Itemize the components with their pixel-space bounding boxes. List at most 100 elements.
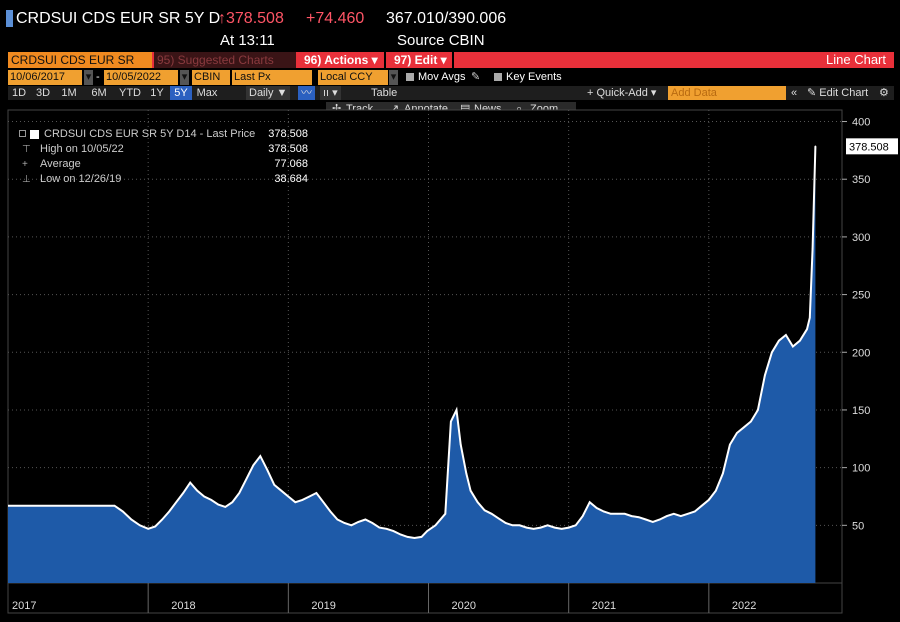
- data-point: [455, 409, 458, 411]
- period-button-1d[interactable]: 1D: [11, 87, 27, 99]
- data-point: [483, 509, 486, 512]
- collapse-icon[interactable]: «: [788, 86, 801, 100]
- area-fill: [114, 146, 816, 584]
- key-events-checkbox[interactable]: [494, 73, 502, 81]
- data-point: [567, 526, 570, 529]
- period-button-5y[interactable]: 5Y: [170, 86, 192, 100]
- data-point: [595, 507, 598, 509]
- data-point: [426, 530, 428, 532]
- table-button[interactable]: Table: [368, 86, 401, 100]
- data-point: [811, 247, 814, 250]
- legend-avg-row: + Average 77.068: [16, 158, 314, 171]
- data-point: [371, 522, 374, 524]
- data-point: [196, 489, 198, 492]
- currency-selector[interactable]: Local CCY: [318, 70, 388, 85]
- add-data-field[interactable]: Add Data: [668, 86, 786, 100]
- frequency-selector[interactable]: Daily ▼: [246, 86, 291, 100]
- data-point: [357, 521, 360, 523]
- average-marker-icon: +: [22, 159, 28, 170]
- data-point: [122, 510, 124, 513]
- data-point: [385, 528, 388, 530]
- crosshair-icon[interactable]: ✢: [332, 103, 342, 115]
- data-point: [245, 478, 248, 481]
- data-point: [273, 484, 276, 486]
- data-point: [652, 521, 654, 523]
- annotate-icon[interactable]: ↗: [390, 103, 400, 115]
- data-point: [602, 510, 605, 513]
- pencil-icon[interactable]: ✎: [471, 71, 481, 83]
- x-tick-label: 2020: [452, 600, 476, 612]
- period-button-3d[interactable]: 3D: [35, 87, 51, 99]
- data-point: [743, 426, 745, 429]
- currency-dropdown[interactable]: ▾: [389, 70, 398, 85]
- news-icon[interactable]: ▤: [460, 103, 471, 115]
- date-separator: -: [96, 71, 100, 83]
- legend-series-row: CRDSUI CDS EUR SR 5Y D14 - Last Price 37…: [16, 128, 314, 141]
- data-point: [336, 518, 339, 521]
- gear-icon[interactable]: ⚙: [876, 86, 892, 100]
- ticker-title: CRDSUI CDS EUR SR 5Y D: [16, 10, 221, 27]
- price-chart[interactable]: 50 100 150 200 250 300 350 400 2017 2018 2019 2020 2…: [0, 100, 900, 622]
- end-date-field[interactable]: 10/05/2022: [104, 70, 178, 85]
- zoom-icon[interactable]: ⌕: [516, 103, 523, 115]
- data-point: [799, 339, 801, 342]
- legend-series-value: 378.508: [268, 128, 308, 140]
- data-point: [238, 492, 241, 494]
- price-field-selector[interactable]: Last Px: [232, 70, 312, 85]
- data-point: [532, 528, 535, 530]
- chart-type-label: Line Chart: [826, 52, 886, 67]
- period-button-1m[interactable]: 1M: [61, 87, 77, 99]
- data-point: [809, 316, 811, 319]
- data-point: [280, 489, 283, 492]
- data-point: [266, 469, 269, 471]
- data-point: [329, 510, 332, 513]
- suggested-charts-button[interactable]: 95) Suggested Charts: [154, 52, 296, 68]
- legend-toggle-icon[interactable]: [19, 130, 26, 137]
- period-button-ytd[interactable]: YTD: [119, 87, 141, 99]
- quote-time: At 13:11: [220, 32, 275, 49]
- security-field[interactable]: CRDSUI CDS EUR SR: [8, 52, 152, 68]
- data-point: [154, 525, 156, 528]
- line-chart-icon[interactable]: 〰: [298, 86, 315, 100]
- data-point: [322, 501, 325, 504]
- data-point: [546, 524, 549, 527]
- start-date-dropdown[interactable]: ▾: [84, 70, 93, 85]
- edit-chart-button[interactable]: ✎ Edit Chart: [804, 86, 872, 100]
- last-value-box: [846, 138, 898, 155]
- period-button-1y[interactable]: 1Y: [150, 87, 164, 99]
- data-point: [750, 420, 752, 423]
- period-button-max[interactable]: Max: [196, 87, 218, 99]
- data-point: [161, 518, 163, 521]
- data-point: [139, 524, 141, 527]
- data-point: [287, 495, 290, 498]
- actions-menu[interactable]: 96) Actions ▾: [300, 52, 386, 68]
- data-point: [715, 489, 717, 492]
- data-point: [259, 455, 262, 457]
- last-value-label: 378.508: [849, 141, 889, 153]
- period-button-6m[interactable]: 6M: [91, 87, 107, 99]
- data-point: [399, 533, 402, 536]
- legend-low-value: 38.684: [274, 173, 308, 185]
- mov-avgs-checkbox[interactable]: [406, 73, 414, 81]
- data-point: [434, 524, 437, 527]
- data-point: [687, 513, 689, 515]
- end-date-dropdown[interactable]: ▾: [180, 70, 189, 85]
- y-tick-label: 350: [852, 174, 870, 186]
- start-date-field[interactable]: 10/06/2017: [8, 70, 82, 85]
- chart-style-icon[interactable]: ıı ▾: [320, 86, 341, 100]
- y-tick-label: 250: [852, 290, 870, 302]
- data-point: [736, 432, 738, 434]
- quick-add-button[interactable]: + Quick-Add ▾: [584, 86, 660, 100]
- y-tick-label: 300: [852, 232, 870, 244]
- edit-menu[interactable]: 97) Edit ▾: [390, 52, 454, 68]
- y-tick-label: 200: [852, 347, 870, 359]
- last-price: ↑378.508: [218, 10, 284, 27]
- data-point: [413, 537, 416, 539]
- data-point: [778, 339, 780, 342]
- mov-avgs-label[interactable]: Mov Avgs: [418, 71, 466, 83]
- pricing-source-field[interactable]: CBIN: [192, 70, 230, 85]
- legend-low-label: Low on 12/26/19: [40, 173, 122, 185]
- data-point: [168, 510, 170, 513]
- key-events-label[interactable]: Key Events: [506, 71, 562, 83]
- data-point: [511, 524, 514, 527]
